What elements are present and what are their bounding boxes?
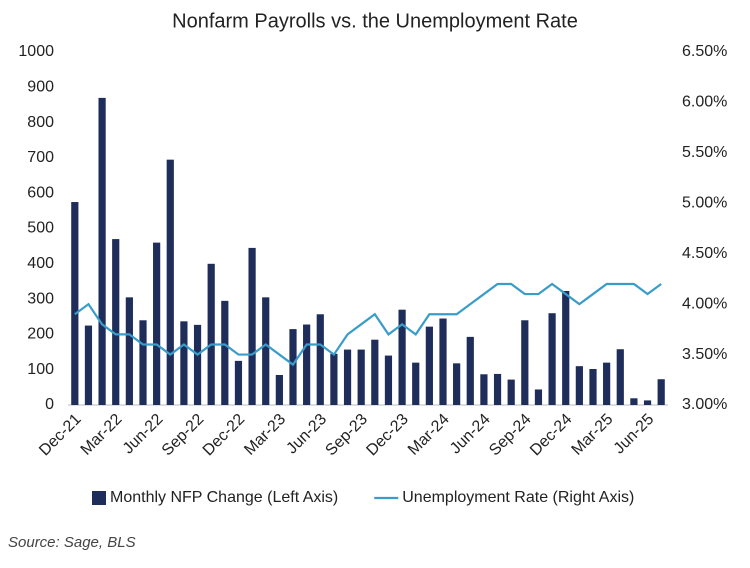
x-tick-label: Sep-23: [322, 411, 371, 460]
bar: [548, 313, 556, 405]
bar: [84, 325, 93, 405]
bar: [425, 326, 433, 405]
line: [74, 282, 662, 367]
bar: [166, 159, 174, 405]
y-tick-label: 400: [27, 255, 54, 272]
bar: [480, 374, 488, 405]
x-tick-label: Dec-21: [36, 411, 85, 460]
y2-tick-label: 6.00%: [682, 94, 727, 111]
y2-tick-label: 3.00%: [682, 396, 727, 413]
bar: [303, 324, 311, 405]
y-tick-label: 200: [27, 326, 54, 343]
x-tick-label: Mar-23: [241, 411, 289, 459]
bar: [562, 290, 570, 405]
y2-tick-label: 4.50%: [682, 245, 727, 262]
x-tick-label: Sep-22: [159, 411, 208, 460]
bar: [193, 324, 202, 405]
x-tick-label: Jun-23: [283, 411, 330, 458]
y2-tick-label: 4.00%: [682, 295, 727, 312]
bar: [616, 349, 624, 405]
y-tick-label: 300: [27, 290, 54, 307]
legend-label: Unemployment Rate (Right Axis): [402, 489, 634, 506]
bar: [521, 320, 529, 405]
bar: [657, 379, 665, 405]
x-tick-label: Sep-24: [486, 411, 535, 460]
bar: [630, 398, 638, 405]
source-note: Source: Sage, BLS: [8, 534, 136, 551]
bar: [371, 339, 379, 405]
x-tick-label: Mar-22: [78, 411, 126, 459]
bar: [153, 242, 161, 405]
bar: [589, 368, 597, 405]
bar: [275, 374, 283, 405]
bar: [343, 349, 352, 405]
bar: [575, 366, 583, 405]
bar: [330, 353, 338, 405]
bar: [534, 389, 543, 405]
bar: [180, 321, 188, 405]
bar: [643, 400, 652, 405]
bar: [466, 336, 474, 405]
bar: [221, 300, 229, 405]
x-tick-label: Mar-25: [569, 411, 617, 459]
x-tick-label: Dec-22: [200, 411, 249, 460]
y2-tick-label: 5.00%: [682, 195, 727, 212]
bar: [439, 318, 447, 405]
bar: [207, 263, 215, 405]
bar: [453, 363, 461, 405]
bar: [384, 355, 393, 405]
chart-title: Nonfarm Payrolls vs. the Unemployment Ra…: [172, 10, 578, 32]
y-tick-label: 1000: [18, 43, 54, 60]
x-tick-label: Jun-22: [120, 411, 167, 458]
x-tick-label: Mar-24: [405, 411, 453, 459]
bar: [125, 297, 133, 405]
y-tick-label: 500: [27, 220, 54, 237]
bar: [357, 349, 365, 405]
y-tick-label: 100: [27, 361, 54, 378]
x-tick-label: Jun-24: [447, 411, 494, 458]
y-tick-label: 0: [45, 396, 54, 413]
bar: [71, 202, 79, 405]
y-tick-label: 900: [27, 79, 54, 96]
bar: [316, 314, 324, 405]
legend-label: Monthly NFP Change (Left Axis): [110, 489, 338, 506]
bar: [234, 360, 243, 405]
x-tick-label: Dec-23: [363, 411, 412, 460]
x-tick-label: Jun-25: [611, 411, 658, 458]
bar: [139, 320, 147, 405]
y2-tick-label: 5.50%: [682, 144, 727, 161]
x-tick-label: Dec-24: [527, 411, 576, 460]
y-tick-label: 600: [27, 184, 54, 201]
bar: [398, 309, 406, 405]
y2-tick-label: 6.50%: [682, 43, 727, 60]
bar: [98, 97, 106, 405]
legend-swatch: [92, 491, 106, 505]
bar: [289, 329, 297, 405]
bar: [507, 379, 515, 405]
bar: [412, 362, 420, 405]
y-tick-label: 800: [27, 114, 54, 131]
bar: [248, 247, 256, 405]
bar: [112, 239, 120, 405]
y2-tick-label: 3.50%: [682, 346, 727, 363]
y-tick-label: 700: [27, 149, 54, 166]
bar: [493, 373, 502, 405]
bar: [603, 362, 611, 405]
bar: [262, 297, 270, 405]
